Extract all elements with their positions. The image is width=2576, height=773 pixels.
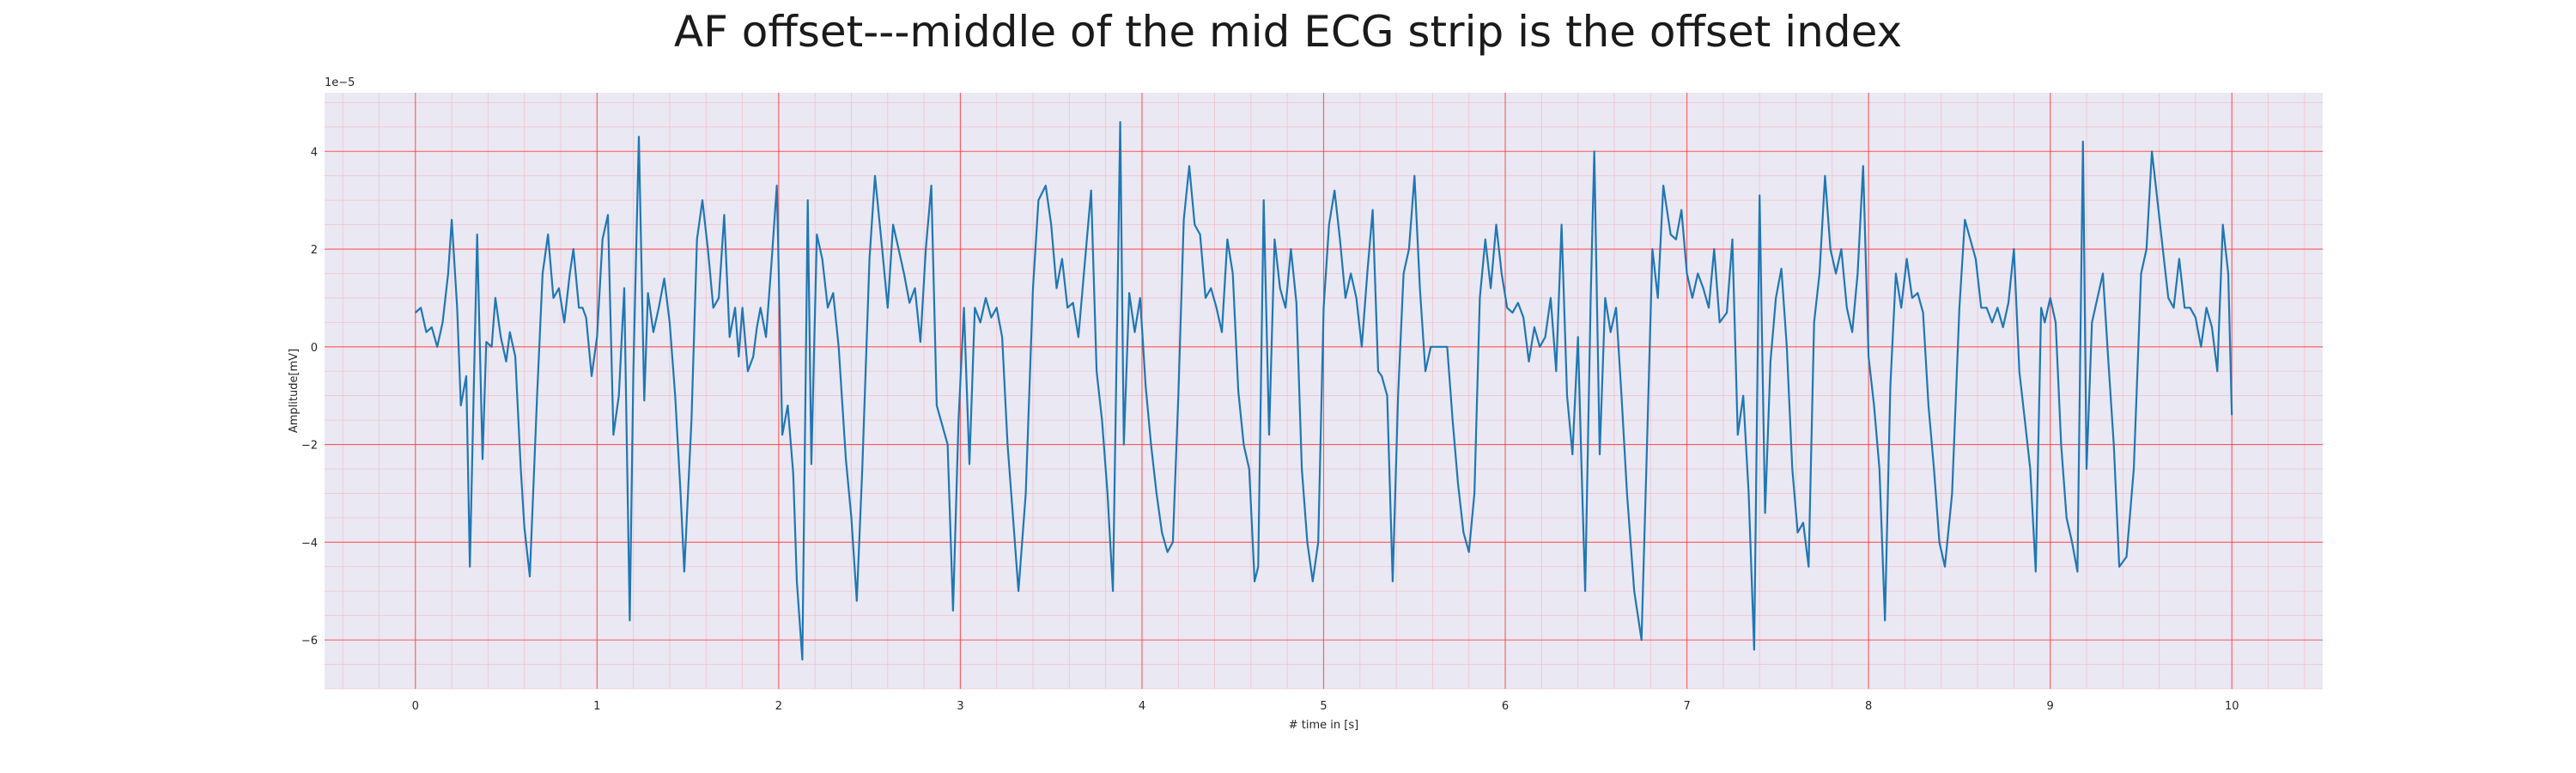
x-axis-label: # time in [s] (1289, 719, 1358, 732)
y-axis-label: Amplitude[mV] (288, 349, 301, 433)
y-axis-offset-label: 1e−5 (325, 76, 355, 89)
y-tick-label: 2 (311, 244, 318, 257)
x-tick-label: 5 (1320, 700, 1327, 713)
y-tick-label: 4 (311, 146, 318, 159)
x-tick-label: 7 (1683, 700, 1690, 713)
series-layer (415, 121, 2233, 660)
series-line-0 (415, 121, 2233, 660)
x-tick-label: 4 (1139, 700, 1145, 713)
y-tick-label: −4 (301, 537, 318, 550)
y-tick-label: −6 (301, 635, 318, 648)
x-tick-label: 0 (412, 700, 419, 713)
x-tick-label: 3 (957, 700, 963, 713)
x-tick-labels: 0 1 2 3 4 5 6 7 8 9 10 (412, 700, 2239, 713)
y-tick-label: −2 (301, 440, 318, 453)
y-tick-label: 0 (311, 342, 318, 355)
x-tick-label: 2 (775, 700, 782, 713)
x-tick-label: 8 (1865, 700, 1872, 713)
chart-title: AF offset---middle of the mid ECG strip … (673, 7, 1903, 57)
x-tick-label: 10 (2225, 700, 2239, 713)
x-tick-label: 1 (593, 700, 600, 713)
x-tick-label: 9 (2047, 700, 2054, 713)
x-tick-label: 6 (1502, 700, 1509, 713)
y-tick-labels: −6 −4 −2 0 2 4 (301, 146, 318, 648)
